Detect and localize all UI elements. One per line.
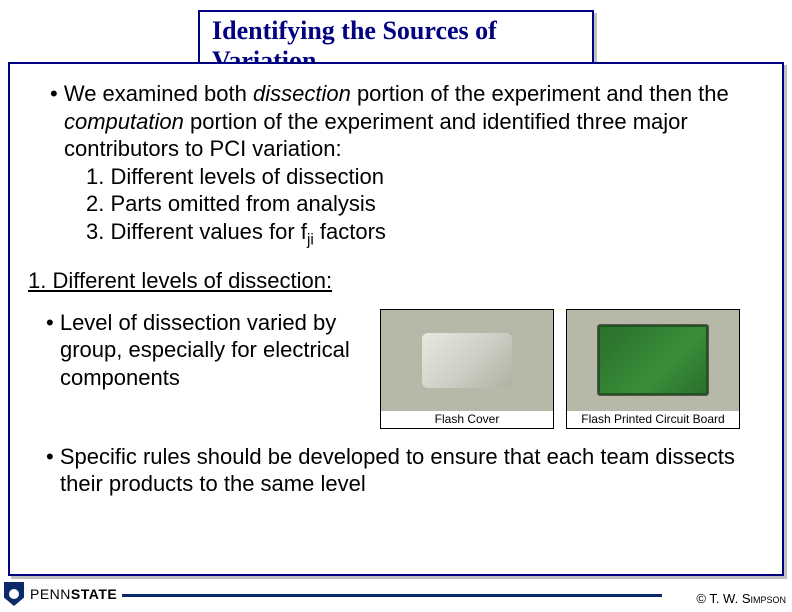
footer-copyright: © T. W. Simpson [696, 591, 786, 606]
image-caption: Flash Cover [381, 411, 553, 428]
list-item: 3. Different values for fji factors [86, 218, 764, 250]
image-caption: Flash Printed Circuit Board [567, 411, 739, 428]
image-flash-pcb: Flash Printed Circuit Board [566, 309, 740, 429]
pennstate-shield-icon [4, 582, 24, 606]
list-item: 2. Parts omitted from analysis [86, 190, 764, 218]
bullet-2-text: • Level of dissection varied by group, e… [28, 309, 368, 392]
content-frame: • We examined both dissection portion of… [8, 62, 784, 576]
pennstate-text: PENNSTATE [30, 586, 117, 602]
numbered-list: 1. Different levels of dissection 2. Par… [32, 163, 764, 250]
bullet-prefix: • [50, 81, 64, 106]
subheading: 1. Different levels of dissection: [28, 267, 764, 295]
bullet-3: • Specific rules should be developed to … [28, 443, 764, 498]
footer-divider [122, 594, 662, 597]
photo-placeholder [381, 310, 553, 411]
image-flash-cover: Flash Cover [380, 309, 554, 429]
bullet-1: • We examined both dissection portion of… [32, 80, 764, 249]
row-bullet-images: • Level of dissection varied by group, e… [28, 309, 764, 429]
subscript: ji [307, 231, 314, 248]
footer-left: PENNSTATE [4, 582, 117, 606]
list-item: 1. Different levels of dissection [86, 163, 764, 191]
bullet-2: • Level of dissection varied by group, e… [28, 309, 368, 392]
bullet-1-text: • We examined both dissection portion of… [32, 80, 764, 163]
photo-placeholder [567, 310, 739, 411]
bullet-3-text: • Specific rules should be developed to … [28, 443, 764, 498]
